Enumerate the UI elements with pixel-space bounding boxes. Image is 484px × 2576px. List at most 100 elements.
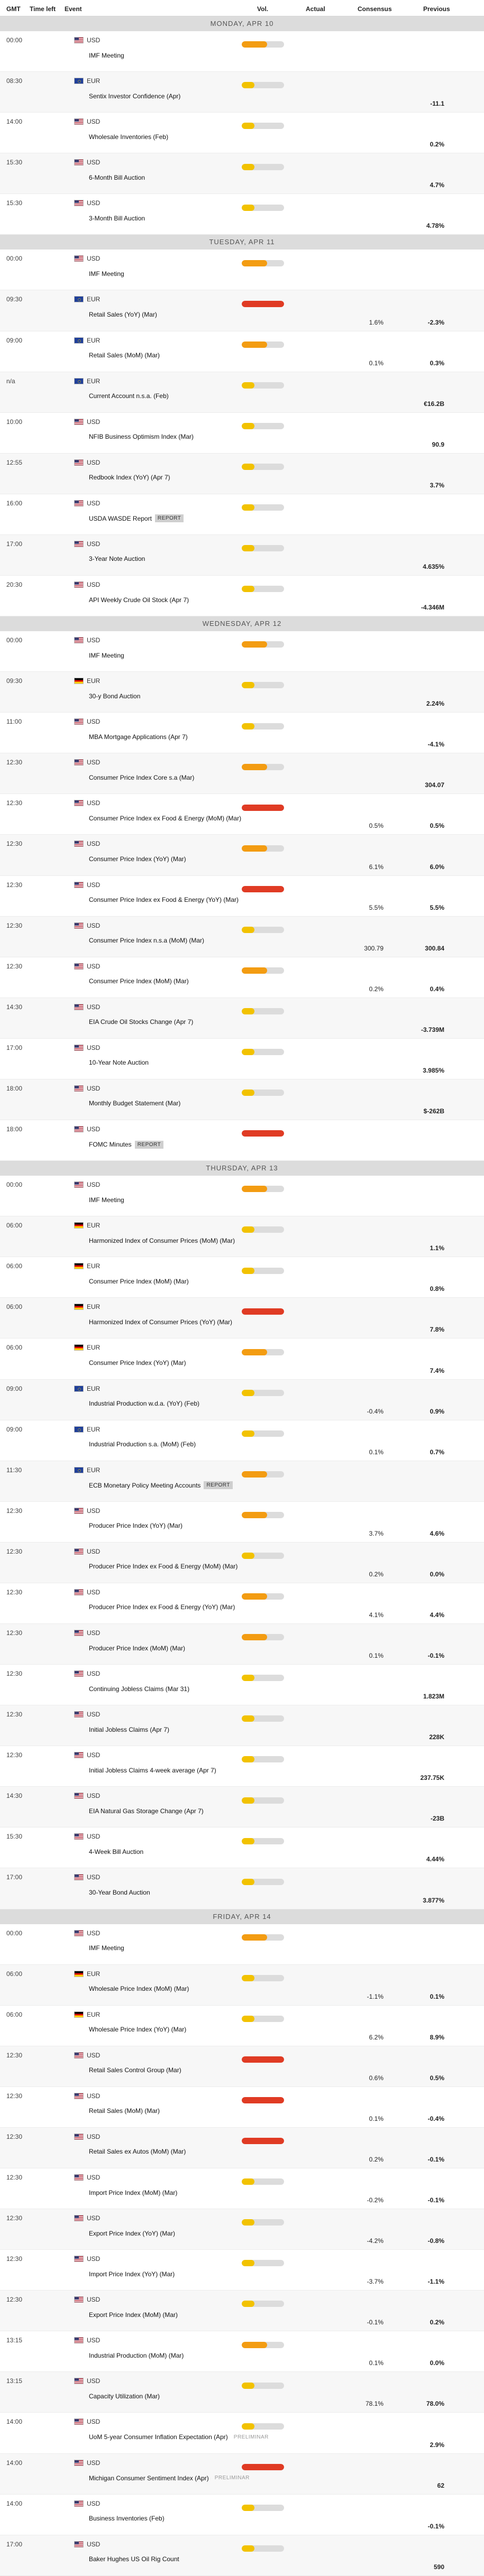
event-row[interactable]: 00:00 USD IMF Meeting — [0, 31, 484, 72]
event-title[interactable]: Sentix Investor Confidence (Apr) — [89, 92, 181, 100]
event-row[interactable]: 13:15 USD Industrial Production (MoM) (Mar… — [0, 2331, 484, 2372]
event-title[interactable]: Industrial Production s.a. (MoM) (Feb) — [89, 1441, 196, 1448]
event-name[interactable]: IMF Meeting — [89, 270, 124, 278]
event-row[interactable]: 12:30 USD Import Price Index (MoM) (Mar) -0… — [0, 2168, 484, 2210]
event-title[interactable]: Retail Sales Control Group (Mar) — [89, 2066, 181, 2074]
event-title[interactable]: Export Price Index (MoM) (Mar) — [89, 2311, 178, 2319]
event-row[interactable]: 14:30 USD EIA Natural Gas Storage Change (… — [0, 1787, 484, 1828]
event-row[interactable]: 00:00 USD IMF Meeting — [0, 250, 484, 291]
event-name[interactable]: Harmonized Index of Consumer Prices (MoM… — [89, 1237, 235, 1244]
event-title[interactable]: IMF Meeting — [89, 1944, 124, 1952]
event-title[interactable]: Industrial Production (MoM) (Mar) — [89, 2351, 184, 2359]
event-title[interactable]: MBA Mortgage Applications (Apr 7) — [89, 733, 188, 741]
event-row[interactable]: 08:30 EUR Sentix Investor Confidence (Apr)… — [0, 72, 484, 113]
event-name[interactable]: IMF Meeting — [89, 652, 124, 659]
event-title[interactable]: Retail Sales ex Autos (MoM) (Mar) — [89, 2148, 186, 2156]
event-row[interactable]: 11:30 EUR ECB Monetary Policy Meeting Acco… — [0, 1461, 484, 1502]
event-row[interactable]: 14:30 USD EIA Crude Oil Stocks Change (Apr… — [0, 998, 484, 1039]
event-name[interactable]: Consumer Price Index ex Food & Energy (M… — [89, 815, 241, 822]
event-title[interactable]: 30-Year Bond Auction — [89, 1888, 150, 1896]
event-row[interactable]: 17:00 USD Baker Hughes US Oil Rig Count 590 — [0, 2535, 484, 2576]
event-title[interactable]: Producer Price Index ex Food & Energy (Y… — [89, 1603, 235, 1611]
event-row[interactable]: 12:30 USD Consumer Price Index n.s.a (MoM)… — [0, 916, 484, 957]
event-name[interactable]: Consumer Price Index (MoM) (Mar) — [89, 977, 189, 985]
event-name[interactable]: Current Account n.s.a. (Feb) — [89, 392, 169, 400]
event-row[interactable]: 17:00 USD 30-Year Bond Auction 3.877% — [0, 1868, 484, 1909]
event-name[interactable]: Business Inventories (Feb) — [89, 2515, 165, 2522]
event-title[interactable]: Wholesale Inventories (Feb) — [89, 133, 169, 141]
event-row[interactable]: 06:00 EUR Consumer Price Index (YoY) (Mar)… — [0, 1338, 484, 1380]
event-row[interactable]: 12:30 USD Initial Jobless Claims 4-week av… — [0, 1746, 484, 1787]
event-row[interactable]: 12:30 USD Consumer Price Index Core s.a (M… — [0, 753, 484, 795]
event-title[interactable]: Consumer Price Index ex Food & Energy (Y… — [89, 896, 239, 904]
event-title[interactable]: Export Price Index (YoY) (Mar) — [89, 2229, 175, 2237]
event-name[interactable]: Industrial Production s.a. (MoM) (Feb) — [89, 1441, 196, 1448]
event-title[interactable]: Consumer Price Index (MoM) (Mar) — [89, 977, 189, 985]
event-row[interactable]: 15:30 USD 3-Month Bill Auction 4.78% — [0, 194, 484, 235]
event-row[interactable]: 12:55 USD Redbook Index (YoY) (Apr 7) 3.7% — [0, 453, 484, 494]
event-name[interactable]: Harmonized Index of Consumer Prices (YoY… — [89, 1318, 232, 1326]
event-name[interactable]: Wholesale Price Index (YoY) (Mar) — [89, 2026, 186, 2033]
event-row[interactable]: 06:00 EUR Wholesale Price Index (MoM) (Mar… — [0, 1964, 484, 2006]
event-title[interactable]: Business Inventories (Feb) — [89, 2515, 165, 2523]
event-title[interactable]: Consumer Price Index (YoY) (Mar) — [89, 855, 186, 863]
event-row[interactable]: n/a EUR Current Account n.s.a. (Feb) €16.2B — [0, 372, 484, 413]
event-row[interactable]: 06:00 EUR Consumer Price Index (MoM) (Mar)… — [0, 1257, 484, 1298]
event-row[interactable]: 12:30 USD Continuing Jobless Claims (Mar 3… — [0, 1665, 484, 1706]
event-name[interactable]: Export Price Index (YoY) (Mar) — [89, 2230, 175, 2237]
event-name[interactable]: Producer Price Index ex Food & Energy (M… — [89, 1563, 238, 1570]
event-name[interactable]: Wholesale Price Index (MoM) (Mar) — [89, 1985, 189, 1992]
event-title[interactable]: Retail Sales (MoM) (Mar) — [89, 2107, 160, 2115]
event-row[interactable]: 15:30 USD 6-Month Bill Auction 4.7% — [0, 153, 484, 195]
event-name[interactable]: 3-Month Bill Auction — [89, 215, 145, 222]
event-name[interactable]: Producer Price Index ex Food & Energy (Y… — [89, 1603, 235, 1611]
event-title[interactable]: Industrial Production w.d.a. (YoY) (Feb) — [89, 1400, 199, 1408]
event-title[interactable]: Producer Price Index (YoY) (Mar) — [89, 1522, 182, 1530]
event-row[interactable]: 12:30 USD Consumer Price Index (YoY) (Mar)… — [0, 835, 484, 876]
event-row[interactable]: 06:00 EUR Harmonized Index of Consumer Pri… — [0, 1216, 484, 1258]
event-row[interactable]: 17:00 USD 3-Year Note Auction 4.635% — [0, 534, 484, 576]
event-name[interactable]: Retail Sales (MoM) (Mar) — [89, 352, 160, 359]
event-title[interactable]: Producer Price Index (MoM) (Mar) — [89, 1644, 186, 1652]
event-title[interactable]: Redbook Index (YoY) (Apr 7) — [89, 474, 170, 482]
event-title[interactable]: EIA Natural Gas Storage Change (Apr 7) — [89, 1807, 204, 1815]
event-row[interactable]: 10:00 USD NFIB Business Optimism Index (Ma… — [0, 413, 484, 454]
event-title[interactable]: Harmonized Index of Consumer Prices (MoM… — [89, 1236, 235, 1244]
event-title[interactable]: Michigan Consumer Sentiment Index (Apr) — [89, 2474, 209, 2482]
event-row[interactable]: 12:30 USD Producer Price Index ex Food & E… — [0, 1542, 484, 1583]
event-title[interactable]: Continuing Jobless Claims (Mar 31) — [89, 1685, 190, 1693]
event-title[interactable]: IMF Meeting — [89, 651, 124, 659]
event-row[interactable]: 14:00 USD Business Inventories (Feb) -0.1% — [0, 2495, 484, 2535]
event-row[interactable]: 09:00 EUR Industrial Production s.a. (MoM)… — [0, 1420, 484, 1461]
event-row[interactable]: 11:00 USD MBA Mortgage Applications (Apr 7… — [0, 713, 484, 754]
event-row[interactable]: 18:00 USD FOMC Minutes REPORT — [0, 1120, 484, 1161]
event-title[interactable]: ECB Monetary Policy Meeting Accounts — [89, 1481, 201, 1489]
event-title[interactable]: API Weekly Crude Oil Stock (Apr 7) — [89, 596, 189, 604]
event-title[interactable]: 4-Week Bill Auction — [89, 1848, 144, 1855]
event-name[interactable]: Initial Jobless Claims (Apr 7) — [89, 1726, 169, 1733]
event-title[interactable]: Current Account n.s.a. (Feb) — [89, 392, 169, 400]
event-title[interactable]: 3-Year Note Auction — [89, 555, 145, 563]
event-title[interactable]: Retail Sales (YoY) (Mar) — [89, 311, 157, 318]
event-title[interactable]: 10-Year Note Auction — [89, 1059, 149, 1067]
event-row[interactable]: 12:30 USD Retail Sales (MoM) (Mar) 0.1% -0.4… — [0, 2087, 484, 2128]
event-name[interactable]: Consumer Price Index ex Food & Energy (Y… — [89, 896, 239, 903]
event-name[interactable]: Import Price Index (MoM) (Mar) — [89, 2189, 177, 2196]
event-title[interactable]: 30-y Bond Auction — [89, 692, 141, 700]
event-name[interactable]: Consumer Price Index n.s.a (MoM) (Mar) — [89, 937, 204, 944]
event-title[interactable]: Initial Jobless Claims (Apr 7) — [89, 1725, 170, 1733]
event-name[interactable]: Retail Sales Control Group (Mar) — [89, 2066, 181, 2074]
event-title[interactable]: IMF Meeting — [89, 51, 124, 59]
event-row[interactable]: 06:00 EUR Harmonized Index of Consumer Pri… — [0, 1298, 484, 1339]
event-title[interactable]: Retail Sales (MoM) (Mar) — [89, 352, 160, 359]
event-title[interactable]: EIA Crude Oil Stocks Change (Apr 7) — [89, 1018, 194, 1026]
event-name[interactable]: Monthly Budget Statement (Mar) — [89, 1100, 180, 1107]
event-name[interactable]: NFIB Business Optimism Index (Mar) — [89, 433, 194, 440]
event-row[interactable]: 09:00 EUR Retail Sales (MoM) (Mar) 0.1% 0.3% — [0, 331, 484, 372]
event-name[interactable]: Import Price Index (YoY) (Mar) — [89, 2270, 175, 2278]
event-row[interactable]: 14:00 USD UoM 5-year Consumer Inflation Ex… — [0, 2413, 484, 2454]
event-row[interactable]: 12:30 USD Export Price Index (MoM) (Mar) -0… — [0, 2291, 484, 2332]
event-row[interactable]: 00:00 USD IMF Meeting — [0, 1924, 484, 1965]
event-name[interactable]: Wholesale Inventories (Feb) — [89, 133, 168, 141]
event-name[interactable]: 3-Year Note Auction — [89, 555, 145, 562]
